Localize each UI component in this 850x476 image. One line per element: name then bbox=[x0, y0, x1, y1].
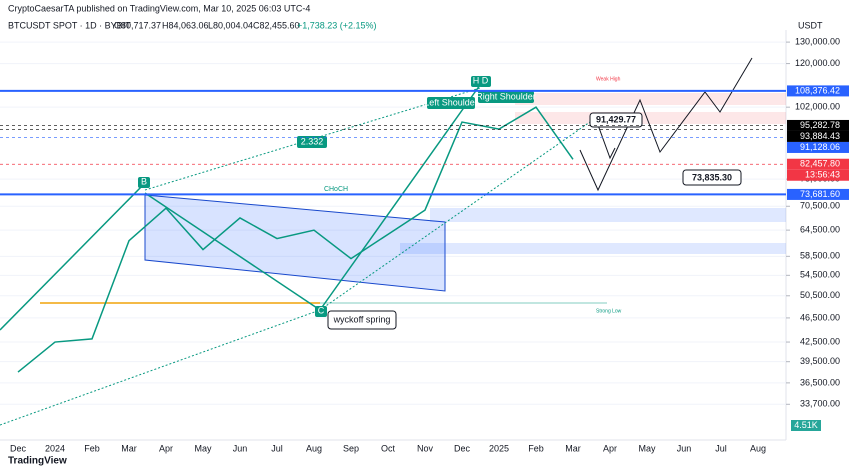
level-label-box bbox=[787, 158, 849, 170]
label-text: Right Shoulder bbox=[476, 91, 536, 101]
y-tick-label: 120,000.00 bbox=[795, 58, 840, 68]
label-box bbox=[138, 177, 150, 188]
x-tick-label: Nov bbox=[417, 443, 434, 453]
label-box bbox=[315, 306, 327, 317]
callout bbox=[589, 112, 643, 128]
weak-high: Weak High bbox=[596, 76, 621, 82]
ohlc-high: H84,063.06 bbox=[162, 20, 209, 30]
x-tick-label: Oct bbox=[381, 443, 396, 453]
x-tick-label: Mar bbox=[565, 443, 581, 453]
level-label: 108,376.42 bbox=[795, 85, 840, 95]
x-tick-label: Aug bbox=[750, 443, 766, 453]
demand-zone bbox=[400, 243, 786, 254]
x-tick-label: Jul bbox=[715, 443, 727, 453]
label-text: H bbox=[473, 75, 480, 85]
choch: CHoCH bbox=[324, 186, 348, 193]
symbol: BTCUSDT SPOT · 1D · BYBIT bbox=[8, 20, 131, 30]
level-label-box bbox=[787, 85, 849, 97]
callout bbox=[327, 310, 397, 330]
label-text: C bbox=[318, 305, 325, 315]
level-label-box bbox=[787, 188, 849, 200]
ohlc-low: L80,004.04 bbox=[208, 20, 253, 30]
x-tick-label: Apr bbox=[603, 443, 617, 453]
trend-line bbox=[144, 192, 321, 311]
label-text: Left Shoulder bbox=[424, 97, 478, 107]
y-tick-label: 42,500.00 bbox=[800, 336, 840, 346]
change: +1,738.23 (+2.15%) bbox=[297, 20, 377, 30]
y-tick-label: 54,500.00 bbox=[800, 270, 840, 280]
fib-text: 2.332 bbox=[301, 136, 324, 146]
callout bbox=[682, 169, 742, 186]
x-tick-label: Dec bbox=[10, 443, 27, 453]
dotted-line bbox=[319, 114, 601, 311]
x-tick-label: Dec bbox=[454, 443, 471, 453]
x-tick-label: 2024 bbox=[45, 443, 65, 453]
x-tick-label: May bbox=[638, 443, 656, 453]
y-tick-label: 33,700.00 bbox=[800, 399, 840, 409]
label-box bbox=[478, 91, 534, 103]
x-tick-label: Sep bbox=[343, 443, 359, 453]
volume-label: 4.51K bbox=[794, 420, 818, 430]
ohlc-close: C82,455.60 bbox=[253, 20, 300, 30]
projection-path bbox=[579, 57, 753, 192]
x-tick-label: Apr bbox=[159, 443, 173, 453]
x-tick-label: Aug bbox=[306, 443, 322, 453]
level-label: 82,457.80 bbox=[800, 159, 840, 169]
x-tick-label: Jun bbox=[677, 443, 692, 453]
label-text: D bbox=[482, 75, 489, 85]
level-label-box bbox=[787, 130, 849, 142]
brand: TradingView bbox=[8, 456, 67, 467]
x-tick-label: Jul bbox=[271, 443, 283, 453]
demand-zone bbox=[430, 208, 786, 222]
trend-line bbox=[319, 84, 481, 311]
level-label-box bbox=[787, 119, 849, 131]
label-box bbox=[479, 76, 491, 87]
x-tick-label: Feb bbox=[528, 443, 544, 453]
callout-text: wyckoff spring bbox=[333, 314, 391, 324]
dotted-line bbox=[0, 309, 321, 426]
level-label: 73,681.60 bbox=[800, 189, 840, 199]
x-tick-label: 2025 bbox=[489, 443, 509, 453]
ohlc-open: O80,717.37 bbox=[114, 20, 161, 30]
currency: USDT bbox=[798, 20, 823, 30]
callout-text: 73,835.30 bbox=[692, 172, 732, 182]
y-tick-label: 36,500.00 bbox=[800, 377, 840, 387]
x-tick-label: Jun bbox=[233, 443, 248, 453]
y-tick-label: 50,500.00 bbox=[800, 290, 840, 300]
strong-low: Strong Low bbox=[596, 308, 622, 314]
x-tick-label: May bbox=[194, 443, 212, 453]
label-box bbox=[471, 76, 481, 87]
countdown: 13:56:43 bbox=[805, 170, 840, 180]
channel bbox=[144, 194, 446, 292]
label-box bbox=[427, 97, 475, 109]
x-tick-label: Mar bbox=[121, 443, 137, 453]
publisher: CryptoCaesarTA published on TradingView.… bbox=[8, 3, 310, 13]
level-label: 91,128.06 bbox=[800, 142, 840, 152]
callout-text: 91,429.77 bbox=[596, 114, 636, 124]
y-tick-label: 64,500.00 bbox=[800, 225, 840, 235]
y-tick-label: 70,500.00 bbox=[800, 201, 840, 211]
volume-box bbox=[791, 420, 821, 431]
projection-path bbox=[597, 124, 616, 160]
supply-zone bbox=[515, 112, 786, 124]
level-label: 93,884.43 bbox=[800, 131, 840, 141]
trend-line bbox=[0, 182, 146, 331]
y-tick-label: 46,500.00 bbox=[800, 312, 840, 322]
annotations: 91,429.77 73,835.30 2.332 wyckoff spring… bbox=[138, 75, 742, 330]
y-tick-label: 102,000.00 bbox=[795, 102, 840, 112]
y-tick-label: 39,500.00 bbox=[800, 356, 840, 366]
level-label-box bbox=[787, 141, 849, 153]
x-tick-label: Feb bbox=[84, 443, 100, 453]
fib-box bbox=[297, 136, 327, 148]
y-tick-label: 58,500.00 bbox=[800, 251, 840, 261]
countdown-box bbox=[787, 169, 849, 181]
level-label: 95,282.78 bbox=[800, 120, 840, 130]
label-text: B bbox=[141, 176, 147, 186]
supply-zone bbox=[515, 93, 786, 105]
y-tick-label: 130,000.00 bbox=[795, 36, 840, 46]
